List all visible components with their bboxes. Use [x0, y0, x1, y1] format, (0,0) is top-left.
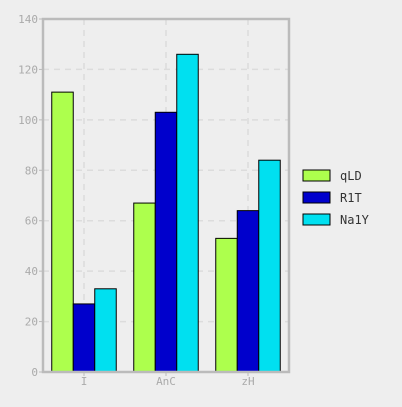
- legend-label-Na1Y: Na1Y: [340, 213, 370, 227]
- bars-layer: [51, 53, 281, 373]
- legend-swatch-Na1Y: [302, 213, 331, 226]
- y-tick-label: 20: [25, 316, 38, 329]
- bar-R1T-zH: [236, 210, 260, 373]
- legend-label-R1T: R1T: [340, 191, 362, 205]
- y-tick-label: 0: [31, 366, 38, 379]
- bar-qLD-AnC: [133, 202, 156, 373]
- x-tick-label: AnC: [156, 375, 176, 388]
- bar-qLD-I: [51, 91, 74, 373]
- ticks-layer: 0 20 40 60 80 100 120 140 I AnC zH: [18, 13, 255, 388]
- x-tick-label: I: [81, 375, 88, 388]
- bar-qLD-zH: [215, 237, 238, 373]
- legend-swatch-qLD: [302, 169, 331, 182]
- x-tick-label: zH: [241, 375, 254, 388]
- bar-R1T-AnC: [154, 111, 178, 373]
- bar-Na1Y-I: [94, 288, 117, 373]
- legend-label-qLD: qLD: [340, 169, 362, 183]
- y-tick-label: 40: [25, 265, 38, 278]
- y-tick-label: 80: [25, 164, 38, 177]
- bar-R1T-I: [72, 303, 96, 373]
- legend: qLD R1T Na1Y: [302, 169, 370, 227]
- bar-Na1Y-zH: [258, 159, 281, 373]
- y-tick-label: 60: [25, 215, 38, 228]
- y-tick-label: 140: [18, 13, 38, 26]
- y-tick-label: 120: [18, 63, 38, 76]
- y-tick-label: 100: [18, 114, 38, 127]
- legend-swatch-R1T: [302, 191, 331, 204]
- bar-Na1Y-AnC: [176, 53, 199, 373]
